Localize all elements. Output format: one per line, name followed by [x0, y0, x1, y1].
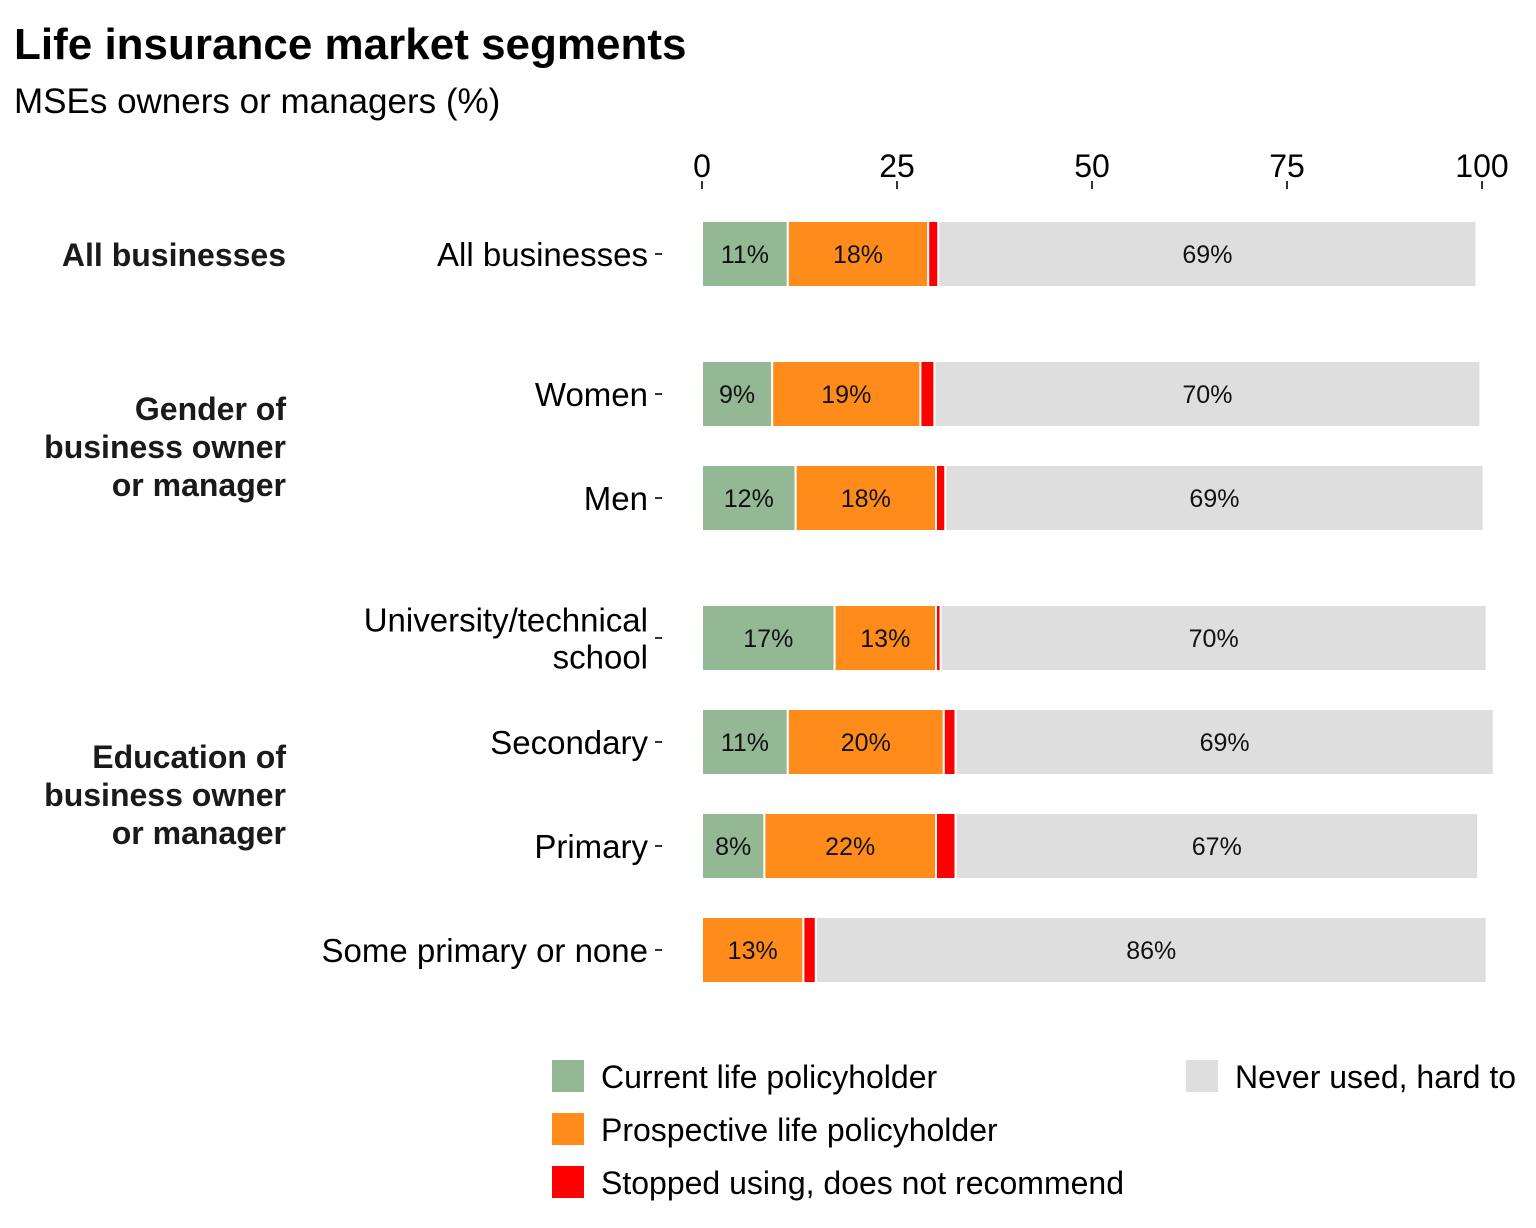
category-label: University/technical school — [364, 602, 648, 676]
bar-segment — [939, 604, 1488, 672]
category-label: All businesses — [437, 236, 648, 273]
category-label: Primary — [534, 828, 648, 865]
bar-segment — [954, 708, 1495, 776]
bar-segment — [701, 708, 789, 776]
chart-title: Life insurance market segments — [14, 20, 687, 69]
data-label: 70% — [1189, 625, 1239, 653]
bar-segment — [944, 464, 1485, 532]
bar-segment — [701, 604, 836, 672]
legend-swatch — [552, 1060, 584, 1092]
category-label: Women — [535, 376, 648, 413]
x-tick-label: 75 — [1269, 148, 1305, 184]
bar-segment — [701, 360, 774, 428]
data-label: 20% — [841, 729, 891, 757]
x-tick-label: 25 — [879, 148, 915, 184]
data-label: 12% — [724, 485, 774, 513]
category-label: Some primary or none — [322, 932, 648, 969]
data-label: 13% — [728, 937, 778, 965]
bar-segment — [763, 812, 938, 880]
data-label: 22% — [825, 833, 875, 861]
data-label: 11% — [721, 241, 769, 269]
legend-swatch — [552, 1113, 584, 1145]
data-label: 18% — [841, 485, 891, 513]
data-label: 9% — [719, 381, 755, 409]
data-label: 69% — [1200, 729, 1250, 757]
legend-label: Current life policyholder — [601, 1059, 938, 1095]
bar-segment — [935, 464, 947, 532]
legend-label: Prospective life policyholder — [601, 1112, 998, 1148]
category-label: Secondary — [490, 724, 648, 761]
data-label: 18% — [833, 241, 883, 269]
legend-swatch — [552, 1166, 584, 1198]
bar-segment — [794, 464, 937, 532]
group-label: Gender of business owner or manager — [44, 391, 286, 503]
bar-segment — [786, 708, 945, 776]
bar-segment — [814, 916, 1488, 984]
bar-segment — [942, 708, 957, 776]
bar-segment — [919, 360, 936, 428]
legend-swatch — [1186, 1060, 1218, 1092]
chart-subtitle: MSEs owners or managers (%) — [14, 82, 501, 121]
category-label: Men — [584, 480, 648, 517]
data-label: 17% — [743, 625, 793, 653]
x-tick-label: 100 — [1455, 148, 1508, 184]
bar-segment — [701, 812, 766, 880]
data-label: 69% — [1189, 485, 1239, 513]
legend-label: Never used, hard to — [1235, 1059, 1516, 1095]
bar-segment — [937, 220, 1478, 288]
bar-segment — [935, 812, 957, 880]
bar-segment — [954, 812, 1480, 880]
group-label: All businesses — [62, 237, 286, 273]
data-label: 8% — [715, 833, 751, 861]
bar-segment — [786, 220, 930, 288]
data-label: 70% — [1182, 381, 1232, 409]
data-label: 19% — [821, 381, 871, 409]
x-tick-label: 50 — [1074, 148, 1110, 184]
data-label: 86% — [1126, 937, 1176, 965]
data-label: 13% — [860, 625, 910, 653]
bar-segment — [701, 916, 805, 984]
data-label: 67% — [1192, 833, 1242, 861]
bar-segment — [933, 360, 1482, 428]
x-tick-label: 0 — [693, 148, 711, 184]
group-label: Education of business owner or manager — [44, 739, 286, 851]
data-label: 11% — [721, 729, 769, 757]
bar-segment — [927, 220, 940, 288]
legend-label: Stopped using, does not recommend — [601, 1165, 1124, 1201]
data-label: 69% — [1182, 241, 1232, 269]
bar-segment — [802, 916, 817, 984]
